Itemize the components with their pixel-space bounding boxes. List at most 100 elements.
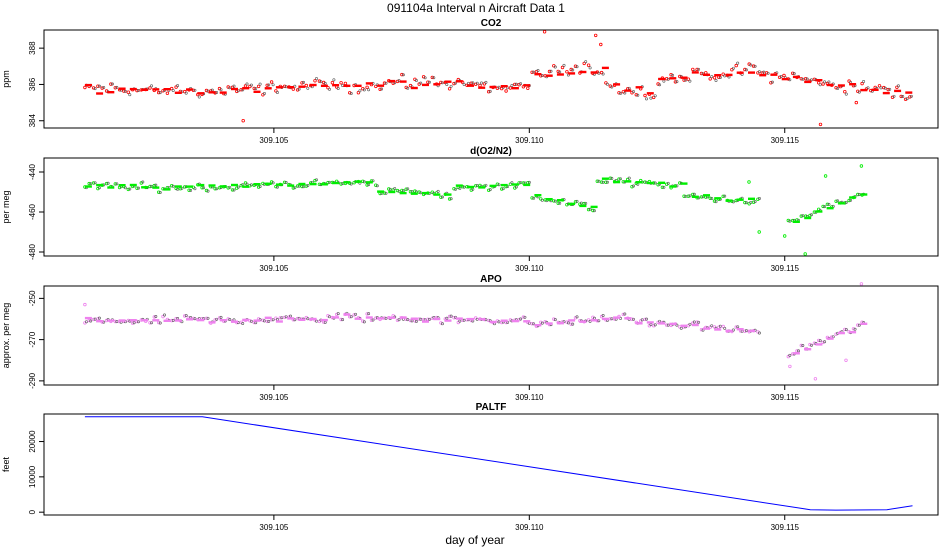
data-point <box>671 73 675 77</box>
data-point <box>480 81 483 85</box>
data-point <box>454 315 457 319</box>
data-points <box>83 164 868 256</box>
data-point <box>315 178 318 182</box>
data-point <box>597 71 601 75</box>
data-point <box>619 91 622 95</box>
data-point <box>275 91 279 94</box>
data-point <box>482 82 487 86</box>
data-point <box>610 176 614 180</box>
y-axis-label: per meg <box>1 190 11 223</box>
data-point <box>293 318 297 322</box>
data-point <box>749 63 753 67</box>
data-point <box>113 86 117 90</box>
data-point <box>462 318 466 322</box>
data-point <box>821 204 825 209</box>
outlier-point <box>241 118 245 123</box>
data-point <box>447 87 452 91</box>
data-point <box>721 72 725 76</box>
data-point <box>643 93 647 98</box>
data-point <box>401 189 405 193</box>
plot-frame <box>43 413 939 516</box>
data-point <box>573 64 578 68</box>
data-point <box>328 87 331 91</box>
data-point <box>241 322 245 325</box>
data-point <box>856 192 860 197</box>
data-point <box>219 315 223 319</box>
data-point <box>723 326 727 330</box>
data-point <box>358 89 362 93</box>
data-point <box>189 188 193 192</box>
data-point <box>462 82 466 86</box>
data-point <box>521 315 526 319</box>
data-point <box>374 183 378 187</box>
panel-paltf: PALTF feet 0 10000 20000 309.105 309.110 309.11… <box>1 402 939 532</box>
data-point <box>375 184 379 188</box>
data-point <box>180 186 184 190</box>
y-tick-label: -460 <box>28 203 37 220</box>
data-point <box>197 95 201 99</box>
data-point <box>645 317 648 321</box>
data-point <box>267 83 271 87</box>
data-point <box>497 320 501 324</box>
data-point <box>439 195 443 199</box>
data-point <box>666 323 670 327</box>
data-point <box>87 181 91 186</box>
data-point <box>226 85 230 89</box>
data-point <box>579 201 583 205</box>
data-point <box>440 322 444 326</box>
outlier-point <box>599 42 603 47</box>
data-point <box>666 181 670 185</box>
data-point <box>823 80 827 84</box>
data-point <box>549 69 553 73</box>
data-point <box>452 316 456 320</box>
data-point <box>93 87 97 91</box>
data-point <box>165 91 170 95</box>
data-point <box>123 89 127 93</box>
data-point <box>445 83 449 86</box>
data-point <box>404 85 408 90</box>
data-point <box>228 86 232 90</box>
data-point <box>849 198 853 202</box>
data-point <box>753 200 757 204</box>
data-point <box>89 319 93 323</box>
data-point <box>349 92 353 95</box>
data-point <box>436 189 440 193</box>
data-point <box>271 181 275 185</box>
data-point <box>675 323 679 327</box>
data-point <box>584 201 588 205</box>
data-point <box>439 321 443 325</box>
data-point <box>282 180 287 184</box>
panel-d-o2-n2-: d(O2/N2) per meg -480 -460 -440 309.105 309.11… <box>1 146 939 273</box>
y-tick-label: -480 <box>28 243 37 260</box>
data-point <box>154 183 158 187</box>
data-point <box>723 194 727 198</box>
data-point <box>779 75 783 78</box>
data-point <box>888 87 892 91</box>
data-point <box>306 184 310 187</box>
data-point <box>883 86 887 90</box>
data-point <box>605 180 609 184</box>
data-point <box>634 93 638 97</box>
data-point <box>540 74 544 77</box>
data-point <box>335 312 339 317</box>
data-point <box>295 184 300 188</box>
data-point <box>135 186 139 190</box>
data-point <box>714 79 718 82</box>
data-point <box>113 182 117 186</box>
data-point <box>540 321 544 325</box>
data-point <box>319 80 323 84</box>
data-point <box>823 205 827 209</box>
data-point <box>699 195 704 199</box>
data-point <box>825 202 830 206</box>
y-tick-label: 10000 <box>28 465 37 488</box>
plot-frame <box>43 29 939 129</box>
data-point <box>623 312 627 316</box>
data-point <box>487 188 491 192</box>
data-point <box>254 87 258 91</box>
x-tick-label: 309.110 <box>515 264 544 273</box>
data-point <box>662 185 666 189</box>
data-point <box>267 319 271 323</box>
data-point <box>178 186 183 191</box>
data-point <box>169 183 174 188</box>
data-point <box>356 90 361 95</box>
